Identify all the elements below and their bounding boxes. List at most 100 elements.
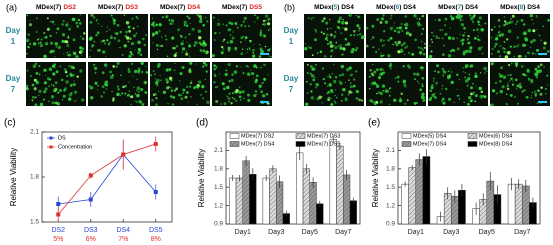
bar bbox=[329, 139, 337, 225]
cell-dot bbox=[468, 73, 471, 76]
cell-dot bbox=[238, 91, 242, 94]
cell-dot bbox=[184, 36, 187, 39]
y-axis-title: Relative Viability bbox=[371, 149, 380, 208]
bar bbox=[249, 174, 257, 225]
cell-dot bbox=[35, 72, 39, 75]
plot-frame bbox=[225, 131, 361, 225]
cell-dot bbox=[320, 31, 323, 34]
cell-dot bbox=[52, 84, 55, 86]
row-label: Day bbox=[6, 26, 21, 35]
cell-dot bbox=[226, 95, 229, 98]
cell-dot bbox=[309, 46, 312, 50]
cell-dot bbox=[380, 17, 385, 21]
cell-dot bbox=[360, 37, 363, 40]
x-tick-label: Day1 bbox=[235, 229, 251, 236]
cell-dot bbox=[507, 82, 509, 84]
cell-dot bbox=[379, 21, 383, 24]
cell-dot bbox=[403, 84, 407, 87]
cell-dot bbox=[188, 17, 191, 20]
cell-dot bbox=[165, 38, 168, 41]
cell-dot bbox=[418, 18, 421, 20]
cell-dot bbox=[89, 49, 92, 51]
x-tick-label: Day5 bbox=[302, 229, 318, 236]
cell-dot bbox=[315, 82, 319, 87]
cell-dot bbox=[365, 44, 369, 48]
cell-dot bbox=[43, 37, 46, 39]
cell-dot bbox=[259, 43, 261, 46]
cell-dot bbox=[173, 89, 177, 92]
cell-dot bbox=[327, 75, 329, 78]
cell-dot bbox=[309, 72, 312, 75]
cell-dot bbox=[355, 46, 359, 50]
cell-dot bbox=[441, 29, 444, 31]
cell-dot bbox=[201, 84, 205, 89]
x-tick-label: Day3 bbox=[268, 229, 284, 236]
cell-dot bbox=[90, 86, 94, 90]
cell-dot bbox=[83, 32, 86, 35]
cell-dot bbox=[323, 17, 326, 20]
cell-dot bbox=[166, 68, 170, 72]
cell-dot bbox=[369, 69, 372, 72]
cell-dot bbox=[483, 95, 487, 99]
cell-dot bbox=[103, 91, 106, 94]
legend-label: MDex(7) DS4 bbox=[241, 141, 274, 147]
cell-dot bbox=[37, 42, 40, 45]
bar-hatch bbox=[236, 178, 243, 224]
cell-dot bbox=[408, 33, 412, 37]
cell-dot bbox=[474, 94, 478, 98]
cell-dot bbox=[476, 85, 478, 87]
cell-dot bbox=[380, 52, 382, 54]
cell-dot bbox=[485, 70, 488, 72]
cell-dot bbox=[242, 20, 246, 23]
cell-dot bbox=[401, 29, 404, 32]
cell-dot bbox=[458, 95, 460, 97]
cell-dot bbox=[28, 20, 30, 22]
cell-dot bbox=[129, 51, 133, 54]
cell-dot bbox=[27, 45, 30, 49]
cell-dot bbox=[525, 95, 529, 99]
cell-dot bbox=[103, 42, 107, 45]
cell-dot bbox=[414, 78, 417, 81]
cell-dot bbox=[333, 63, 335, 66]
cell-dot bbox=[107, 43, 110, 46]
cell-dot bbox=[456, 88, 458, 90]
cell-dot bbox=[106, 38, 109, 42]
cell-dot bbox=[324, 82, 327, 85]
cell-dot bbox=[137, 69, 141, 73]
cell-dot bbox=[247, 66, 249, 68]
cell-dot bbox=[222, 48, 225, 51]
cells bbox=[88, 13, 147, 58]
cell-dot bbox=[144, 91, 148, 94]
cell-dot bbox=[414, 38, 417, 42]
cell-dot bbox=[46, 17, 49, 20]
cell-dot bbox=[344, 37, 348, 41]
cell-dot bbox=[417, 23, 421, 27]
cell-dot bbox=[518, 43, 520, 46]
cell-dot bbox=[258, 84, 262, 88]
cell-dot bbox=[34, 96, 37, 99]
cell-dot bbox=[93, 16, 96, 19]
cell-dot bbox=[89, 20, 93, 24]
cell-dot bbox=[430, 50, 433, 53]
bar-hatch bbox=[486, 181, 494, 224]
legend-label: MDex(7) DS5 bbox=[307, 141, 340, 147]
series-line bbox=[57, 143, 156, 215]
cell-dot bbox=[342, 18, 344, 21]
cell-dot bbox=[93, 40, 96, 43]
cell-dot bbox=[117, 88, 120, 91]
cell-dot bbox=[388, 88, 390, 90]
cell-dot bbox=[389, 36, 393, 40]
cells bbox=[305, 63, 364, 107]
cell-dot bbox=[66, 51, 68, 54]
cell-dot bbox=[348, 79, 350, 82]
cell-dot bbox=[270, 55, 272, 58]
cell-dot bbox=[382, 54, 385, 57]
cells bbox=[365, 14, 426, 58]
legend-label: MDex(7) DS3 bbox=[307, 133, 340, 139]
cell-dot bbox=[235, 99, 238, 102]
cell-dot bbox=[238, 86, 241, 89]
cells bbox=[151, 13, 209, 58]
cell-dot bbox=[539, 63, 543, 67]
cell-dot bbox=[534, 53, 537, 55]
cell-dot bbox=[105, 83, 108, 87]
